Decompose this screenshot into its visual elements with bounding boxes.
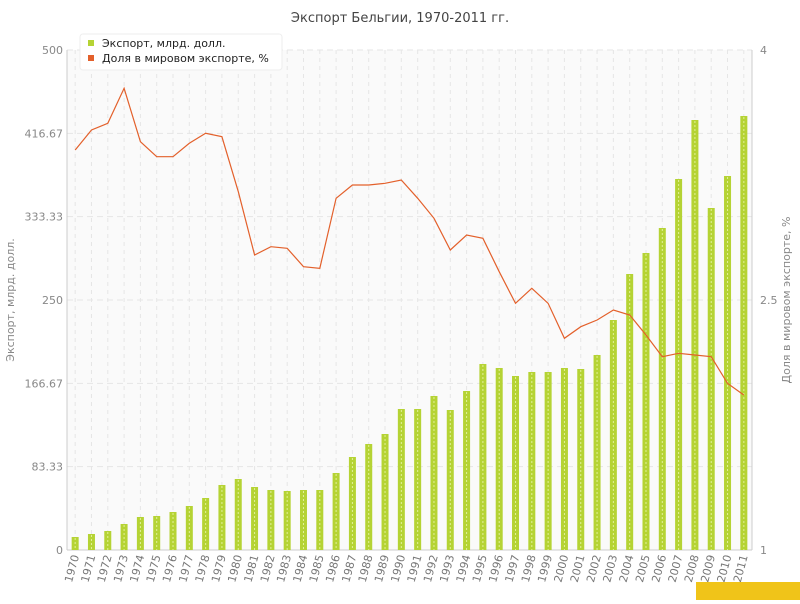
legend-swatch-line	[88, 55, 94, 61]
legend-swatch-bars	[88, 40, 94, 46]
y-tick-label-right: 4	[760, 44, 767, 57]
watermark-logo	[696, 582, 800, 600]
y-tick-label-left: 166.67	[25, 377, 64, 390]
bar	[251, 487, 259, 550]
legend-label-line: Доля в мировом экспорте, %	[102, 52, 269, 65]
y-tick-label-right: 1	[760, 544, 767, 557]
bar	[87, 534, 95, 550]
y-tick-label-left: 416.67	[25, 127, 64, 140]
legend-box	[79, 33, 283, 71]
bar	[234, 479, 242, 550]
y-axis-title-left: Экспорт, млрд. долл.	[4, 238, 17, 361]
y-tick-label-left: 250	[42, 294, 63, 307]
y-tick-label-left: 500	[42, 44, 63, 57]
line-series	[74, 86, 745, 396]
y-tick-label-left: 333.33	[25, 211, 64, 224]
bar	[218, 485, 226, 550]
bar	[136, 517, 144, 550]
chart-title: Экспорт Бельгии, 1970-2011 гг.	[291, 11, 509, 26]
y-axis-title-right: Доля в мировом экспорте, %	[780, 217, 793, 384]
legend-label-bars: Экспорт, млрд. долл.	[102, 37, 225, 50]
y-tick-label-left: 0	[56, 544, 63, 557]
y-tick-label-left: 83.33	[32, 461, 64, 474]
bar	[463, 391, 471, 550]
bar	[642, 253, 650, 550]
y-tick-label-right: 2.5	[760, 294, 778, 307]
